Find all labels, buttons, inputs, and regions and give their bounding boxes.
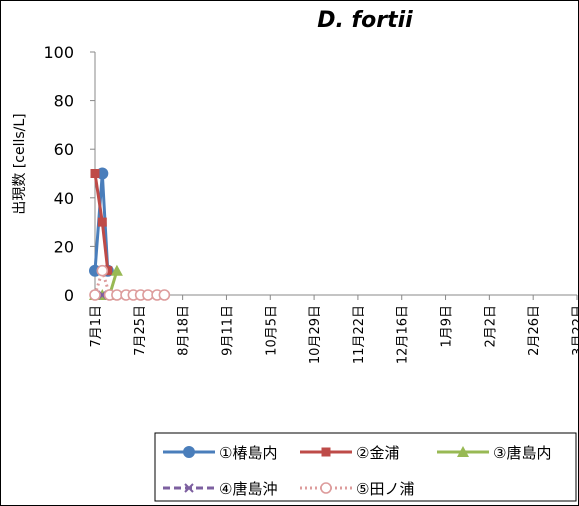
x-tick-label: 10月29日	[308, 305, 323, 364]
legend-label: ④唐島沖	[219, 480, 277, 498]
data-point	[97, 217, 107, 227]
chart-title: D. fortii	[317, 8, 413, 33]
y-tick-label: 80	[54, 92, 74, 111]
legend-label: ⑤田ノ浦	[356, 480, 414, 498]
x-tick-label: 2月26日	[527, 305, 542, 356]
x-axis-ticks: 7月1日 7月25日 8月18日 9月11日 10月5日 10月29日 11月22日 12月1…	[89, 295, 579, 364]
x-tick-label: 8月18日	[177, 305, 192, 356]
y-tick-label: 0	[64, 286, 74, 305]
legend-marker	[183, 446, 195, 458]
x-tick-label: 7月25日	[133, 305, 148, 356]
data-point	[110, 264, 123, 276]
y-axis-label: 出現数 [cells/L]	[12, 113, 28, 214]
legend-items: ①椿島内 ②金浦 ③唐島内 ④唐島沖 ⑤田ノ浦	[163, 444, 551, 498]
legend-label: ①椿島内	[219, 444, 277, 462]
data-point	[96, 264, 109, 277]
x-tick-label: 11月22日	[352, 305, 367, 364]
x-tick-label: 1月9日	[440, 305, 455, 348]
x-tick-label: 12月16日	[396, 305, 411, 364]
y-tick-label: 40	[54, 189, 74, 208]
legend-label: ③唐島内	[493, 444, 551, 462]
y-tick-label: 20	[54, 237, 74, 256]
legend-item: ⑤田ノ浦	[300, 480, 414, 498]
x-tick-label: 3月22日	[571, 305, 579, 356]
series-5	[89, 264, 171, 301]
legend-item: ②金浦	[300, 444, 399, 462]
data-point	[89, 289, 101, 301]
legend-marker	[320, 482, 332, 494]
y-axis-ticks: 0 20 40 60 80 100	[43, 43, 95, 305]
y-tick-label: 100	[43, 43, 74, 62]
data-point	[158, 289, 171, 301]
legend-marker	[457, 446, 469, 457]
legend	[154, 432, 577, 502]
x-tick-label: 7月1日	[89, 305, 104, 348]
x-tick-label: 9月11日	[220, 305, 235, 356]
x-tick-label: 2月2日	[483, 305, 498, 348]
plot-series	[89, 167, 171, 301]
legend-label: ②金浦	[356, 444, 399, 462]
legend-item: ④唐島沖	[163, 480, 277, 498]
x-tick-label: 10月5日	[264, 305, 279, 356]
legend-marker	[184, 483, 194, 493]
data-point	[90, 169, 100, 178]
legend-marker	[321, 447, 331, 457]
legend-item: ③唐島内	[437, 444, 551, 462]
legend-item: ①椿島内	[163, 444, 277, 462]
y-tick-label: 60	[54, 140, 74, 159]
